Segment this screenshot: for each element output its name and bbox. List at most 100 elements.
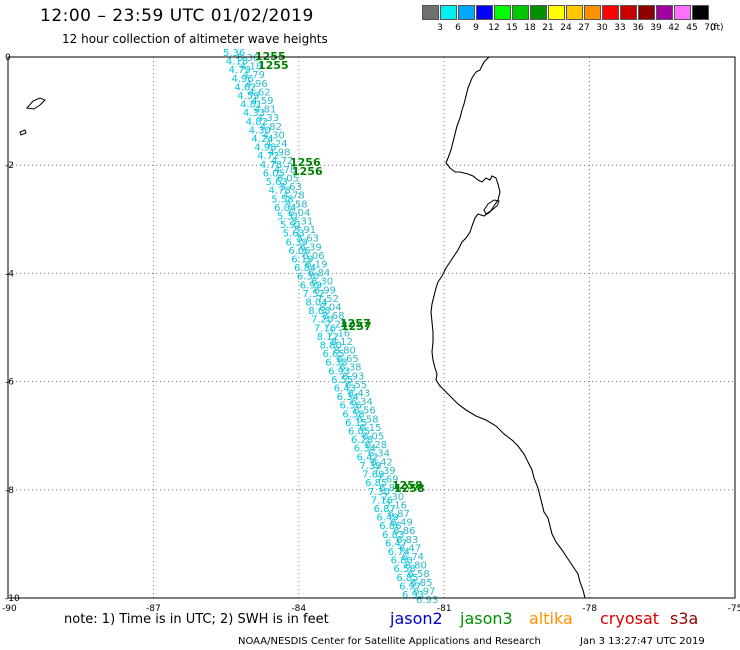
legend-jason3: jason3 (460, 609, 513, 628)
legend-swatch (584, 5, 601, 20)
swh-value: 7.52 (317, 294, 339, 305)
swh-value: 6.84 (308, 268, 330, 279)
legend-swatch (530, 5, 547, 20)
pass-label: 1256 (290, 156, 321, 169)
swh-value: 6.97 (399, 581, 421, 592)
swh-value: 8.80 (320, 341, 342, 352)
swh-value: 6.05 (263, 168, 285, 179)
swh-value: 8.68 (322, 311, 344, 322)
swh-value: 6.99 (314, 285, 336, 296)
swh-value: 4.96 (246, 79, 268, 90)
swh-value: 6.97 (413, 586, 435, 597)
swh-value: 8.04 (319, 302, 341, 313)
swh-value: 6.74 (388, 547, 410, 558)
swh-value: 6.47 (399, 543, 421, 554)
swh-value: 8.04 (305, 297, 327, 308)
swh-value: 4.30 (249, 125, 271, 136)
swh-value: 6.93 (328, 366, 350, 377)
swh-value: 4.81 (254, 105, 276, 116)
swh-value: 5.58 (271, 194, 293, 205)
legend-swatch (476, 5, 493, 20)
legend-tick-label: 30 (596, 23, 608, 33)
legend-tick-label: 27 (578, 23, 590, 33)
swh-value: 7.52 (303, 289, 325, 300)
swh-value: 6.43 (334, 384, 356, 395)
swh-value: 6.43 (348, 389, 370, 400)
legend-s3a: s3a (670, 609, 699, 628)
y-axis-tick-label: -6 (5, 378, 14, 388)
legend-jason2: jason2 (390, 609, 443, 628)
legend-tick-label: 3 (437, 23, 443, 33)
legend-tick-label: 21 (542, 23, 554, 33)
swh-value: 4.24 (251, 134, 273, 145)
swh-value: 5.36 (223, 48, 245, 59)
legend-tick-label: 15 (506, 23, 518, 33)
swh-value: 6.28 (351, 435, 373, 446)
island-outline (19, 129, 27, 136)
pass-label: 1258 (392, 479, 423, 492)
swh-value: 6.56 (339, 401, 361, 412)
swh-value: 6.42 (371, 457, 393, 468)
swh-value: 6.05 (362, 432, 384, 443)
legend-tick-label: 33 (614, 23, 626, 33)
swh-value: 4.96 (232, 74, 254, 85)
swh-value: 6.38 (339, 363, 361, 374)
swh-value: 4.78 (282, 191, 304, 202)
swh-value: 6.19 (291, 254, 313, 265)
swh-value: 7.16 (328, 328, 350, 339)
swh-value: 4.98 (254, 143, 276, 154)
swh-value: 4.18 (226, 57, 248, 68)
swh-value: 6.34 (354, 444, 376, 455)
swh-value: 4.98 (268, 148, 290, 159)
swh-value: 6.65 (336, 354, 358, 365)
legend-swatch (692, 5, 709, 20)
swh-value: 6.39 (286, 237, 308, 248)
swh-value: 6.19 (305, 259, 327, 270)
legend-unit: (ft) (710, 23, 724, 33)
x-axis-tick-label: -81 (437, 604, 452, 614)
swh-value: 7.39 (373, 466, 395, 477)
swh-value: 4.62 (248, 87, 270, 98)
swh-value: 6.34 (351, 397, 373, 408)
legend-swatch (620, 5, 637, 20)
x-axis-tick-label: -75 (728, 604, 740, 614)
swh-value: 7.16 (385, 500, 407, 511)
swh-value: 4.81 (240, 100, 262, 111)
swh-value: 6.30 (297, 272, 319, 283)
swh-value: 6.93 (402, 590, 424, 601)
swh-value: 4.72 (271, 156, 293, 167)
pass-label: 1257 (340, 317, 371, 330)
swh-value: 4.62 (234, 82, 256, 93)
swh-value: 6.15 (345, 418, 367, 429)
pass-label: 1258 (394, 482, 425, 495)
swh-value: 8.68 (308, 306, 330, 317)
swh-value: 4.78 (268, 186, 290, 197)
swh-value: 7.39 (359, 461, 381, 472)
swh-value: 4.30 (263, 130, 285, 141)
swh-value: 6.04 (274, 203, 296, 214)
swh-value: 5.91 (280, 220, 302, 231)
legend-tick-label: 24 (560, 23, 572, 33)
swh-value: 4.82 (246, 117, 268, 128)
swh-value: 6.58 (342, 409, 364, 420)
swh-value: 8.12 (317, 332, 339, 343)
swh-value: 6.05 (277, 173, 299, 184)
swh-value: 6.58 (407, 569, 429, 580)
swh-value: 5.91 (294, 225, 316, 236)
credit-text: NOAA/NESDIS Center for Satellite Applica… (238, 636, 541, 647)
map-subtitle: 12 hour collection of altimeter wave hei… (62, 32, 328, 46)
swh-value: 6.47 (385, 538, 407, 549)
swh-value: 4.33 (243, 108, 265, 119)
legend-swatch (440, 5, 457, 20)
swh-value: 8.12 (331, 337, 353, 348)
swh-value: 5.31 (291, 216, 313, 227)
legend-tick-label: 18 (524, 23, 536, 33)
swh-value: 6.34 (368, 449, 390, 460)
legend-swatch (656, 5, 673, 20)
swh-value: 7.30 (368, 487, 390, 498)
swh-value: 6.04 (288, 208, 310, 219)
swh-value: 7.16 (314, 323, 336, 334)
swh-value: 4.79 (229, 65, 251, 76)
swh-value: 6.58 (356, 414, 378, 425)
